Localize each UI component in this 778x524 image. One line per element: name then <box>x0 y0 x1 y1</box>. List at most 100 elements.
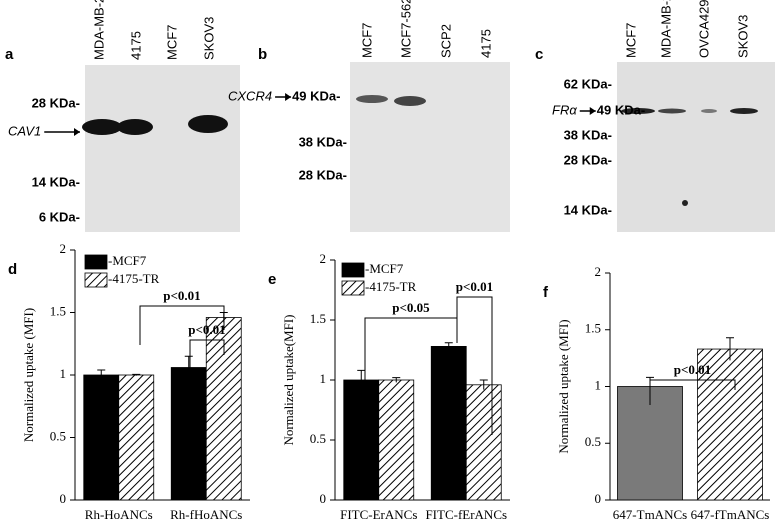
bracket <box>649 379 736 405</box>
lane-label: SKOV3 <box>735 15 750 58</box>
protein-label: CXCR4 <box>228 88 272 103</box>
error-bar <box>392 377 401 383</box>
y-tick-label: 0 <box>595 491 602 506</box>
panel-label: b <box>258 46 267 63</box>
x-tick-label: FITC-ErANCs <box>340 507 417 522</box>
y-tick-label: 1 <box>60 366 67 381</box>
marker-label: 49 KDa- <box>292 88 340 103</box>
annotation: p<0.01 <box>163 288 200 303</box>
band <box>730 108 758 114</box>
y-tick-label: 2 <box>60 241 67 256</box>
lane-label: OVCA429 <box>696 0 711 58</box>
lane-label: MCF7 <box>359 23 374 58</box>
marker-label: 28 KDa- <box>564 152 612 167</box>
bar <box>465 384 502 501</box>
y-tick-label: 0.5 <box>310 431 326 446</box>
y-axis-label: Normalized uptake(MFI) <box>281 314 296 445</box>
error-bar <box>132 373 141 376</box>
band <box>701 109 717 113</box>
bar <box>617 386 683 501</box>
marker-label: 38 KDa- <box>299 134 347 149</box>
panel-label: e <box>268 271 276 288</box>
y-tick-label: 0 <box>320 491 327 506</box>
y-tick-label: 1.5 <box>50 303 66 318</box>
annotation: p<0.01 <box>456 279 493 294</box>
lane-label: MCF7 <box>164 25 179 60</box>
band <box>621 108 655 114</box>
legend-swatch <box>341 262 365 278</box>
y-tick-label: 1 <box>595 377 602 392</box>
annotation: p<0.05 <box>392 300 430 315</box>
bar <box>430 345 467 501</box>
band <box>658 108 686 114</box>
arrow-head <box>589 107 596 115</box>
legend-swatch <box>341 280 365 296</box>
lane-label: 4175 <box>478 29 493 58</box>
band <box>356 95 388 103</box>
x-tick-label: Rh-fHoANCs <box>170 507 242 522</box>
marker-label: 6 KDa- <box>39 209 80 224</box>
x-tick-label: FITC-fErANCs <box>425 507 507 522</box>
bar <box>118 374 155 501</box>
y-tick-label: 2 <box>320 251 327 266</box>
legend-label: -MCF7 <box>108 253 147 268</box>
bar <box>83 374 120 501</box>
error-bar <box>444 342 453 350</box>
band <box>188 115 228 133</box>
error-bar <box>97 369 106 380</box>
arrow-head <box>74 128 80 136</box>
bar <box>343 379 380 501</box>
marker-label: 28 KDa- <box>32 95 80 110</box>
lane-label: SKOV3 <box>201 17 216 60</box>
y-tick-label: 1.5 <box>310 311 326 326</box>
annotation: p<0.01 <box>674 362 711 377</box>
marker-label: 38 KDa- <box>564 127 612 142</box>
y-tick-label: 0.5 <box>50 428 66 443</box>
x-tick-label: Rh-HoANCs <box>85 507 153 522</box>
lane-label: 4175 <box>128 31 143 60</box>
error-bar <box>357 369 366 390</box>
panel-label: a <box>5 46 14 63</box>
lane-label: SCP2 <box>438 24 453 58</box>
annotation: p<0.01 <box>188 322 225 337</box>
protein-label: CAV1 <box>8 123 41 138</box>
error-bar <box>479 379 488 390</box>
bracket <box>139 305 225 345</box>
blot-c <box>617 62 775 232</box>
legend-swatch <box>84 254 108 270</box>
blot-b <box>350 62 510 232</box>
marker-label: 14 KDa- <box>32 174 80 189</box>
marker-label: 28 KDa- <box>299 167 347 182</box>
lane-label: MDA-MB-231 <box>658 0 673 58</box>
error-bar <box>184 355 193 379</box>
y-tick-label: 0.5 <box>585 434 601 449</box>
x-tick-label: 647-fTmANCs <box>691 507 770 522</box>
blot-a <box>85 65 240 232</box>
bar <box>170 367 207 501</box>
panel-label: c <box>535 46 543 63</box>
marker-label: 62 KDa- <box>564 76 612 91</box>
y-tick-label: 2 <box>595 264 602 279</box>
y-axis-label: Normalized uptake (MFI) <box>21 308 36 442</box>
legend-label: -4175-TR <box>108 271 160 286</box>
y-tick-label: 0 <box>60 491 67 506</box>
lane-label: MDA-MB-231 <box>91 0 106 60</box>
marker-label: 14 KDa- <box>564 202 612 217</box>
protein-label: FRα <box>552 102 577 117</box>
legend-label: -4175-TR <box>365 279 417 294</box>
band <box>117 119 153 135</box>
x-tick-label: 647-TmANCs <box>613 507 687 522</box>
lane-label: MCF7-5624a <box>398 0 413 58</box>
band <box>394 96 426 106</box>
bar <box>378 379 415 501</box>
bracket <box>456 296 493 435</box>
legend-swatch <box>84 272 108 288</box>
bracket <box>189 339 225 375</box>
marker-label: 49 KDa- <box>597 102 645 117</box>
lane-label: MCF7 <box>623 23 638 58</box>
arrow-head <box>285 93 292 101</box>
legend-label: -MCF7 <box>365 261 404 276</box>
speck <box>682 200 688 206</box>
band <box>82 119 122 135</box>
